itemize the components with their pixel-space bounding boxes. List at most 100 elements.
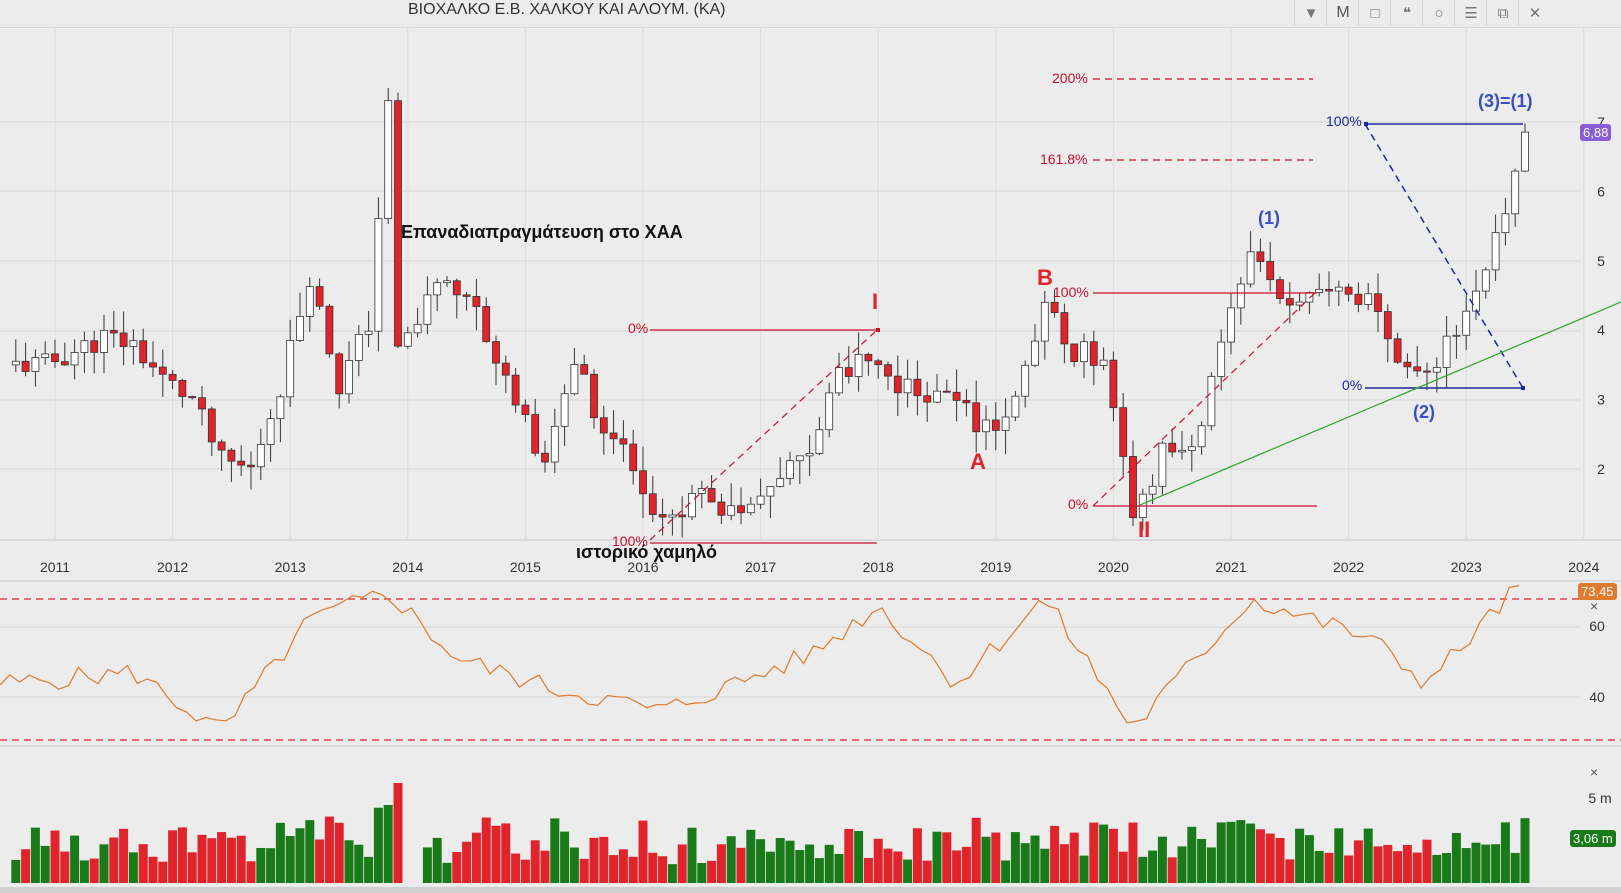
candle-body [825,392,834,431]
volume-bar [873,838,883,883]
candle-body [1344,286,1353,295]
volume-bar [903,859,913,883]
candle-body [658,514,667,518]
volume-bar [119,828,129,883]
candle-body [443,280,451,284]
candle-body [854,353,863,377]
anchor-point[interactable] [1521,386,1525,390]
volume-bar [687,827,697,883]
price-tick-label: 7 [1597,114,1605,130]
volume-bar [1510,852,1520,883]
candle-body [1080,341,1088,363]
candle-body [1374,293,1382,312]
volume-bar [393,783,403,883]
candle-body [168,373,177,381]
candle-body [256,444,265,468]
volume-bar [1236,820,1246,883]
window-icon[interactable]: ⧉ [1486,0,1519,26]
candle-body [1481,269,1490,292]
volume-bar [432,837,442,883]
x-tick-label: 2018 [863,559,894,575]
candle-body [501,362,510,376]
volume-bar [942,832,952,883]
candle-body [1413,366,1422,372]
volume-bar [736,847,746,883]
volume-bar [21,849,31,883]
candle-body [472,296,481,307]
volume-bar [814,858,824,883]
candle-body [1119,407,1128,457]
title-bar: ΒΙΟΧΑΛΚΟ Ε.Β. ΧΑΛΚΟΥ ΚΑΙ ΑΛΟΥΜ. (ΚΑ) ▼ M… [0,0,1621,28]
lock-icon[interactable]: ○ [1422,0,1455,26]
candle-body [1217,341,1226,377]
x-tick-label: 2011 [40,559,70,575]
candle-body [1040,301,1049,342]
volume-bar [1344,855,1354,883]
rsi-tick-60: 60 [1589,618,1605,634]
volume-bar [795,850,805,883]
volume-bar [1069,832,1079,883]
volume-bars [11,783,1530,883]
volume-bar [599,836,609,883]
volume-bar [1285,859,1295,883]
x-tick-label: 2016 [627,559,658,575]
anchor-point[interactable] [1364,122,1368,126]
volume-bar [217,832,227,883]
candle-body [766,486,775,497]
volume-bar [1040,848,1050,883]
volume-bar [618,849,628,883]
wave-label-B: B [1037,265,1053,290]
volume-bar [1275,837,1285,883]
volume-bar [158,861,168,883]
price-axis: 2 3 4 5 6 7 [1597,114,1605,477]
scrollbar[interactable] [0,887,1621,893]
chevron-down-icon[interactable]: ▼ [1294,0,1327,26]
volume-bar [324,816,334,883]
volume-bar [981,836,991,883]
volume-bar [1334,828,1344,883]
volume-bar [658,856,668,883]
candle-body [1187,446,1196,451]
candle-body [893,375,902,394]
candle-body [21,360,30,372]
wave-label-II: II [1138,517,1150,542]
candle-body [639,470,647,495]
volume-bar [844,828,854,883]
fib-200-label: 200% [1052,70,1088,86]
candle-body [1383,311,1392,340]
candle-body [619,438,628,445]
candle-body [786,460,794,479]
chart-icon[interactable]: □ [1358,0,1391,26]
volume-bar [697,863,707,883]
candle-body [80,340,89,353]
anchor-point[interactable] [876,328,880,332]
trendline[interactable] [1139,301,1621,506]
candle-body [364,330,373,335]
price-tick-label: 6 [1597,183,1605,199]
period-button[interactable]: M [1326,0,1359,26]
volume-bar [511,853,521,883]
candle-body [590,373,598,419]
close-icon[interactable]: ✕ [1518,0,1551,26]
volume-value-badge: 3,06 m [1570,830,1616,847]
volume-bar [1520,818,1530,883]
candle-body [217,441,226,451]
quote-icon[interactable]: ❝ [1390,0,1423,26]
volume-bar [971,817,981,883]
x-tick-label: 2022 [1333,559,1364,575]
candle-body [305,286,314,317]
volume-bar [501,823,511,883]
volume-bar [579,858,589,883]
volume-bar [726,836,736,883]
menu-icon[interactable]: ☰ [1454,0,1487,26]
rsi-close-icon[interactable]: × [1590,598,1598,614]
candle-body [668,514,677,518]
volume-bar [471,832,481,883]
candle-body [227,449,236,462]
volume-bar [70,835,80,883]
volume-bar [1451,832,1461,883]
volume-bar [481,817,491,883]
volume-close-icon[interactable]: × [1590,764,1598,780]
candle-body [198,397,206,410]
